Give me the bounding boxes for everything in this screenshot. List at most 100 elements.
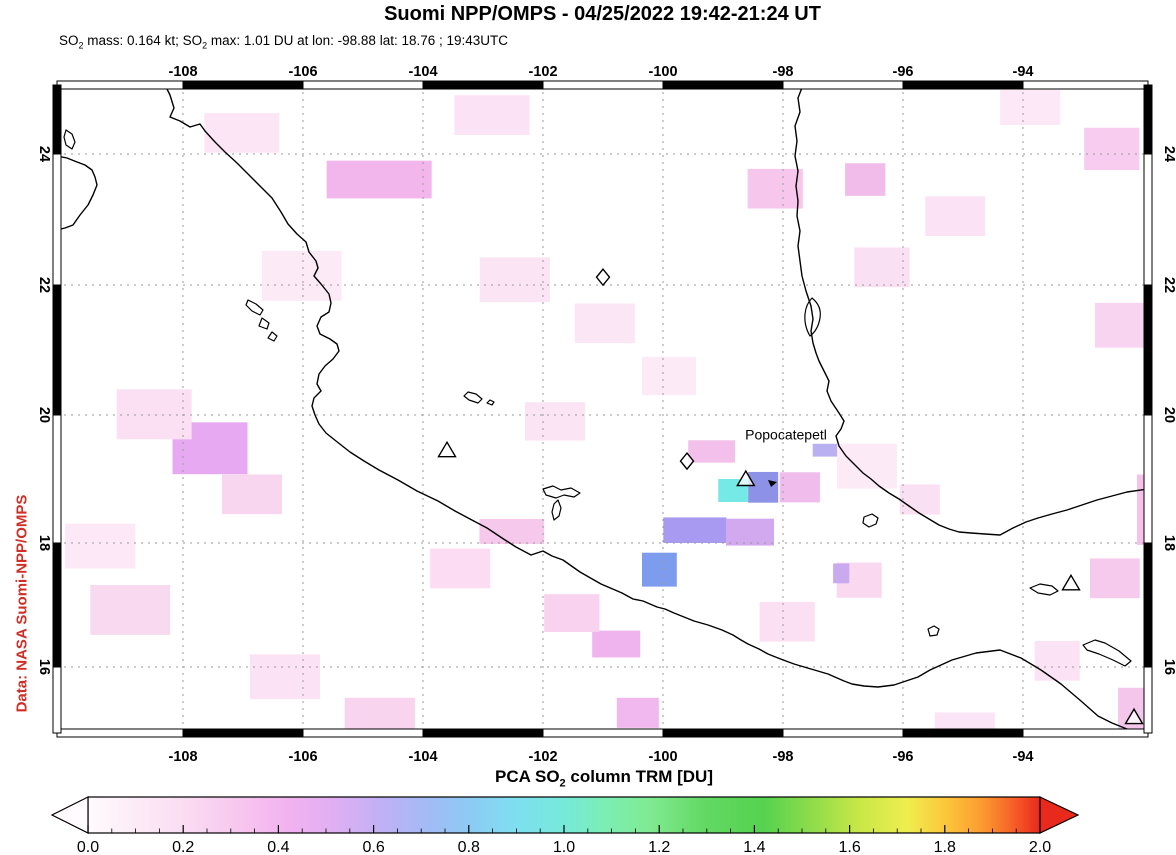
lon-tick-label-top: -94: [1013, 64, 1034, 80]
lon-tick-label-bottom: -98: [773, 749, 794, 765]
lon-tick-label-bottom: -106: [288, 749, 317, 765]
so2-patch: [344, 697, 415, 731]
lon-tick-label-top: -98: [773, 64, 794, 80]
colorbar-tick-label: 1.6: [838, 839, 860, 855]
map-border-segment: [182, 80, 304, 90]
so2-patch: [837, 443, 897, 489]
map-border-segment: [662, 80, 784, 90]
volcano-triangle-marker: [437, 440, 457, 458]
lon-tick-label-top: -100: [648, 64, 677, 80]
colorbar-tick-label: 2.0: [1029, 839, 1051, 855]
colorbar-tick-label: 1.0: [553, 839, 575, 855]
map-border-segment: [1143, 284, 1153, 416]
coastline: [57, 155, 98, 231]
island-outline: [258, 317, 270, 330]
map-border-segment: [782, 80, 904, 90]
island-outline: [63, 129, 76, 150]
map-border-segment: [902, 80, 1024, 90]
map-border-segment: [52, 666, 62, 734]
so2-patch: [1034, 640, 1080, 681]
so2-patch: [726, 518, 774, 546]
map-border-segment: [52, 84, 62, 155]
coastline: [794, 85, 1148, 536]
island-outline: [804, 297, 821, 337]
volcano-name-label: Popocatepetl: [745, 426, 827, 442]
so2-patch: [899, 484, 940, 515]
map-border-segment: [662, 728, 784, 738]
subtitle-text: SO: [59, 33, 79, 48]
lat-tick-label-right: 18: [1161, 535, 1176, 551]
so2-patch: [688, 440, 735, 463]
so2-patch: [479, 519, 545, 544]
lat-tick-label-left: 20: [36, 407, 52, 423]
island-outline: [927, 625, 940, 637]
lon-tick-label-bottom: -100: [648, 749, 677, 765]
so2-patch: [1137, 474, 1148, 545]
data-credit-label: Data: NASA Suomi-NPP/OMPS: [13, 494, 31, 713]
subtitle-text: mass: 0.164 kt;: [83, 33, 183, 48]
island-outline: [1082, 639, 1132, 667]
colorbar-title: PCA SO2 column TRM [DU]: [104, 767, 1104, 789]
so2-patch: [642, 356, 696, 396]
subtitle-text: SO: [182, 33, 203, 48]
so2-patch: [261, 250, 342, 301]
colorbar-tick-label: 0.0: [77, 839, 99, 855]
plot-title: Suomi NPP/OMPS - 04/25/2022 19:42-21:24 …: [384, 3, 821, 25]
so2-patch: [479, 257, 550, 303]
lat-tick-label-left: 22: [36, 277, 52, 293]
map-border-segment: [422, 80, 544, 90]
map-border-segment: [782, 728, 904, 738]
so2-patch: [454, 95, 530, 135]
map-border-segment: [542, 728, 664, 738]
lon-tick-label-bottom: -104: [408, 749, 437, 765]
map-border-segment: [1022, 728, 1149, 738]
so2-patch: [204, 113, 280, 153]
lon-tick-label-bottom: -108: [168, 749, 197, 765]
lon-tick-label-bottom: -96: [893, 749, 914, 765]
colorbar-tick-label: 0.4: [267, 839, 289, 855]
lat-tick-label-right: 20: [1161, 407, 1176, 423]
island-outline: [1029, 583, 1059, 596]
so2-patch: [574, 303, 635, 344]
diamond-marker: [679, 451, 695, 471]
so2-patch: [1084, 127, 1140, 171]
so2-patch: [430, 548, 491, 589]
so2-patch: [747, 168, 803, 209]
so2-patch: [779, 472, 820, 503]
volcano-triangle-marker: [1061, 573, 1081, 591]
so2-patch: [925, 196, 986, 237]
map-border-segment: [182, 728, 304, 738]
volcano-triangle-marker: [1124, 707, 1144, 725]
map-border-segment: [422, 728, 544, 738]
lon-tick-label-top: -106: [288, 64, 317, 80]
colorbar-title-subscript: 2: [559, 777, 566, 790]
so2-patch: [1089, 558, 1140, 599]
so2-patch: [663, 517, 727, 543]
island-outline: [463, 391, 483, 404]
coastline: [164, 85, 1141, 733]
so2-patch: [249, 654, 321, 700]
island-outline: [862, 513, 879, 528]
lon-tick-label-bottom: -102: [528, 749, 557, 765]
map-border-segment: [52, 284, 62, 416]
so2-patch: [812, 443, 840, 457]
map-border-segment: [1143, 414, 1153, 544]
colorbar-title-text: column TRM [DU]: [565, 767, 713, 786]
so2-patch: [592, 630, 641, 658]
so2-patch: [116, 389, 192, 440]
colorbar-tick-label: 1.4: [743, 839, 765, 855]
island-outline: [486, 399, 495, 406]
so2-patch: [854, 247, 910, 288]
so2-patch: [934, 712, 995, 731]
lat-tick-label-left: 16: [36, 659, 52, 675]
lat-tick-label-right: 24: [1161, 146, 1176, 162]
so2-patch: [1000, 89, 1061, 125]
lon-tick-label-top: -108: [168, 64, 197, 80]
island-outline: [542, 485, 581, 499]
island-outline: [551, 499, 562, 521]
so2-patch: [65, 523, 136, 569]
map-border-segment: [1143, 542, 1153, 668]
lat-tick-label-left: 18: [36, 535, 52, 551]
volcano-triangle-marker: [736, 469, 756, 487]
colorbar-tick-label: 1.2: [648, 839, 670, 855]
